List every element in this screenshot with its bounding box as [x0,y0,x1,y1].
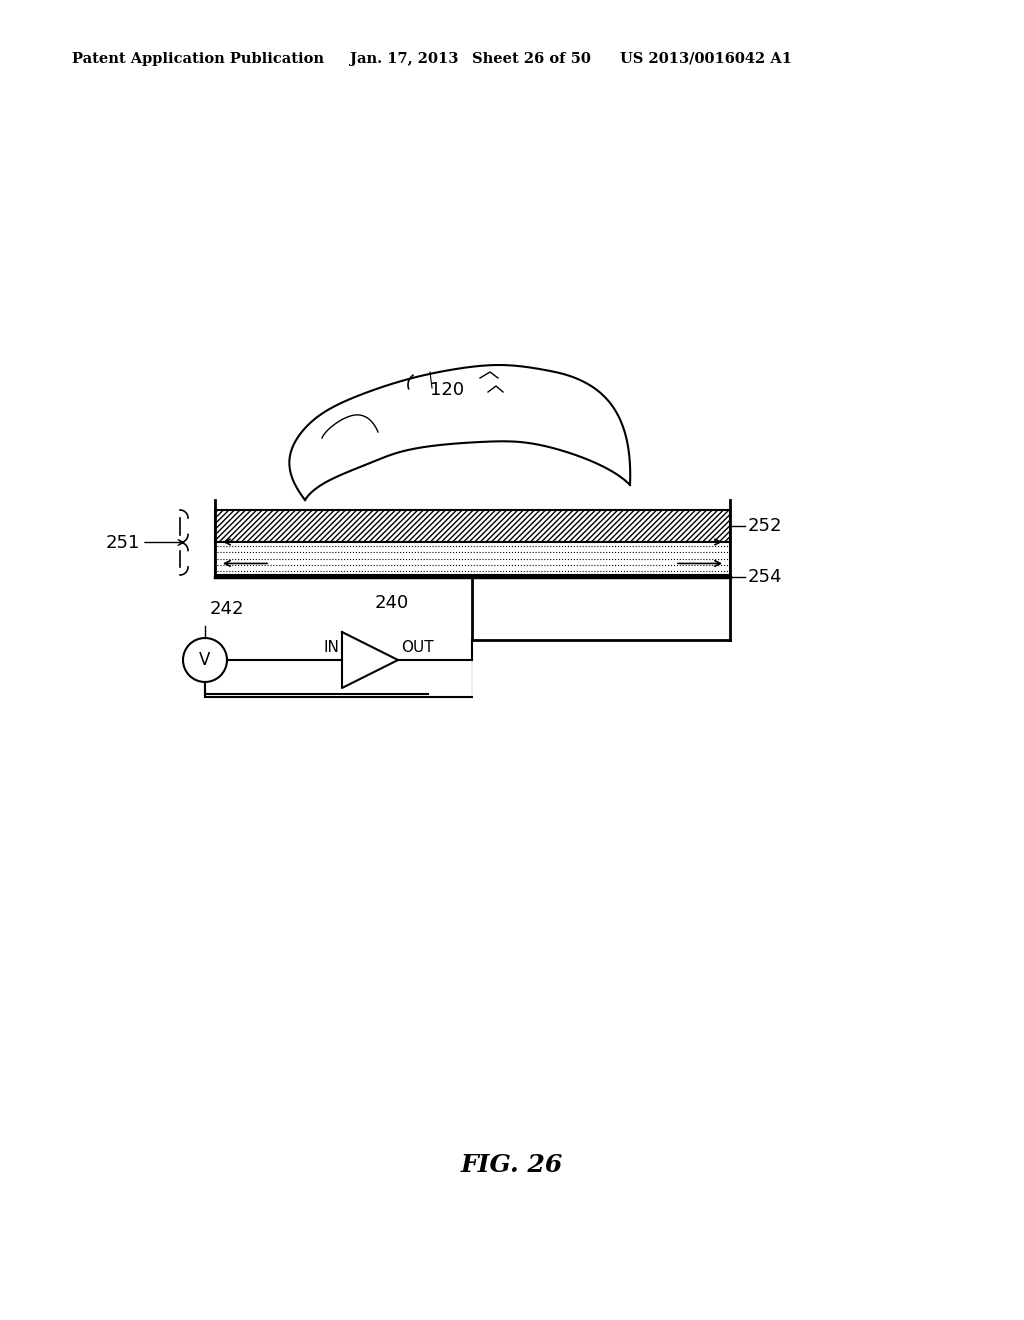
Text: Patent Application Publication: Patent Application Publication [72,51,324,66]
Text: 240: 240 [375,594,410,612]
Text: US 2013/0016042 A1: US 2013/0016042 A1 [620,51,792,66]
Text: Jan. 17, 2013: Jan. 17, 2013 [350,51,459,66]
Text: FIG. 26: FIG. 26 [461,1152,563,1177]
Text: Sheet 26 of 50: Sheet 26 of 50 [472,51,591,66]
Text: V: V [200,651,211,669]
Bar [215,543,730,576]
Bar [215,510,730,543]
Text: 254: 254 [748,568,782,586]
Text: IN: IN [324,640,339,655]
Text: 242: 242 [210,601,245,618]
Text: 252: 252 [748,517,782,535]
Text: OUT: OUT [401,640,433,655]
Text: 120: 120 [430,381,464,399]
Text: 251: 251 [105,533,140,552]
